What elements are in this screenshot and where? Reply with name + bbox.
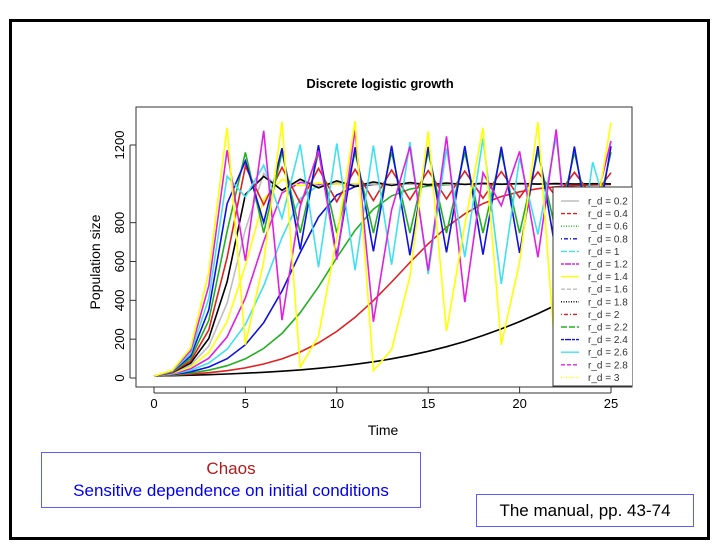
legend-label: r_d = 1.6 <box>588 285 628 296</box>
series-line-0.4 <box>153 183 612 377</box>
reference-note: The manual, pp. 43-74 <box>476 494 694 527</box>
legend-label: r_d = 1.4 <box>588 272 628 283</box>
legend-label: r_d = 1.2 <box>588 260 628 271</box>
legend-label: r_d = 2.2 <box>588 323 628 334</box>
y-tick-label: 200 <box>112 328 127 350</box>
y-axis-label: Population size <box>87 214 103 309</box>
legend-label: r_d = 1.8 <box>588 297 628 308</box>
x-tick-label: 25 <box>604 396 618 411</box>
legend-label: r_d = 2.6 <box>588 348 628 359</box>
y-tick-label: 400 <box>112 289 127 311</box>
series-line-2.6 <box>153 136 612 377</box>
chaos-subtitle: Sensitive dependence on initial conditio… <box>73 481 389 500</box>
slide-frame <box>9 19 710 540</box>
y-tick-label: 800 <box>112 212 127 234</box>
x-tick-label: 10 <box>330 396 344 411</box>
legend-label: r_d = 0.6 <box>588 222 628 233</box>
legend-label: r_d = 2.4 <box>588 335 628 346</box>
chaos-note-box: Chaos Sensitive dependence on initial co… <box>41 452 421 508</box>
y-tick-label: 0 <box>112 374 127 381</box>
x-tick-label: 0 <box>150 396 157 411</box>
legend-label: r_d = 0.4 <box>588 209 628 220</box>
legend-label: r_d = 3 <box>588 373 620 384</box>
legend-label: r_d = 2.8 <box>588 360 628 371</box>
x-tick-label: 20 <box>512 396 526 411</box>
x-tick-label: 5 <box>242 396 249 411</box>
chart-title: Discrete logistic growth <box>306 76 453 91</box>
legend-label: r_d = 1 <box>588 247 620 258</box>
series-line-3 <box>153 120 612 377</box>
y-tick-label: 600 <box>112 251 127 273</box>
x-axis-label: Time <box>368 422 399 438</box>
legend-label: r_d = 0.2 <box>588 197 628 208</box>
y-tick-label: 1200 <box>112 131 127 160</box>
legend-label: r_d = 0.8 <box>588 234 628 245</box>
series-line-1.8 <box>153 175 612 377</box>
series-line-2 <box>153 163 612 377</box>
chaos-title: Chaos <box>206 459 256 478</box>
x-tick-label: 15 <box>421 396 435 411</box>
series-line-2.4 <box>153 145 612 377</box>
legend: r_d = 0.2r_d = 0.4 r_d = 0.6r_d = 0.8 r_d … <box>552 186 632 387</box>
legend-label: r_d = 2 <box>588 310 620 321</box>
